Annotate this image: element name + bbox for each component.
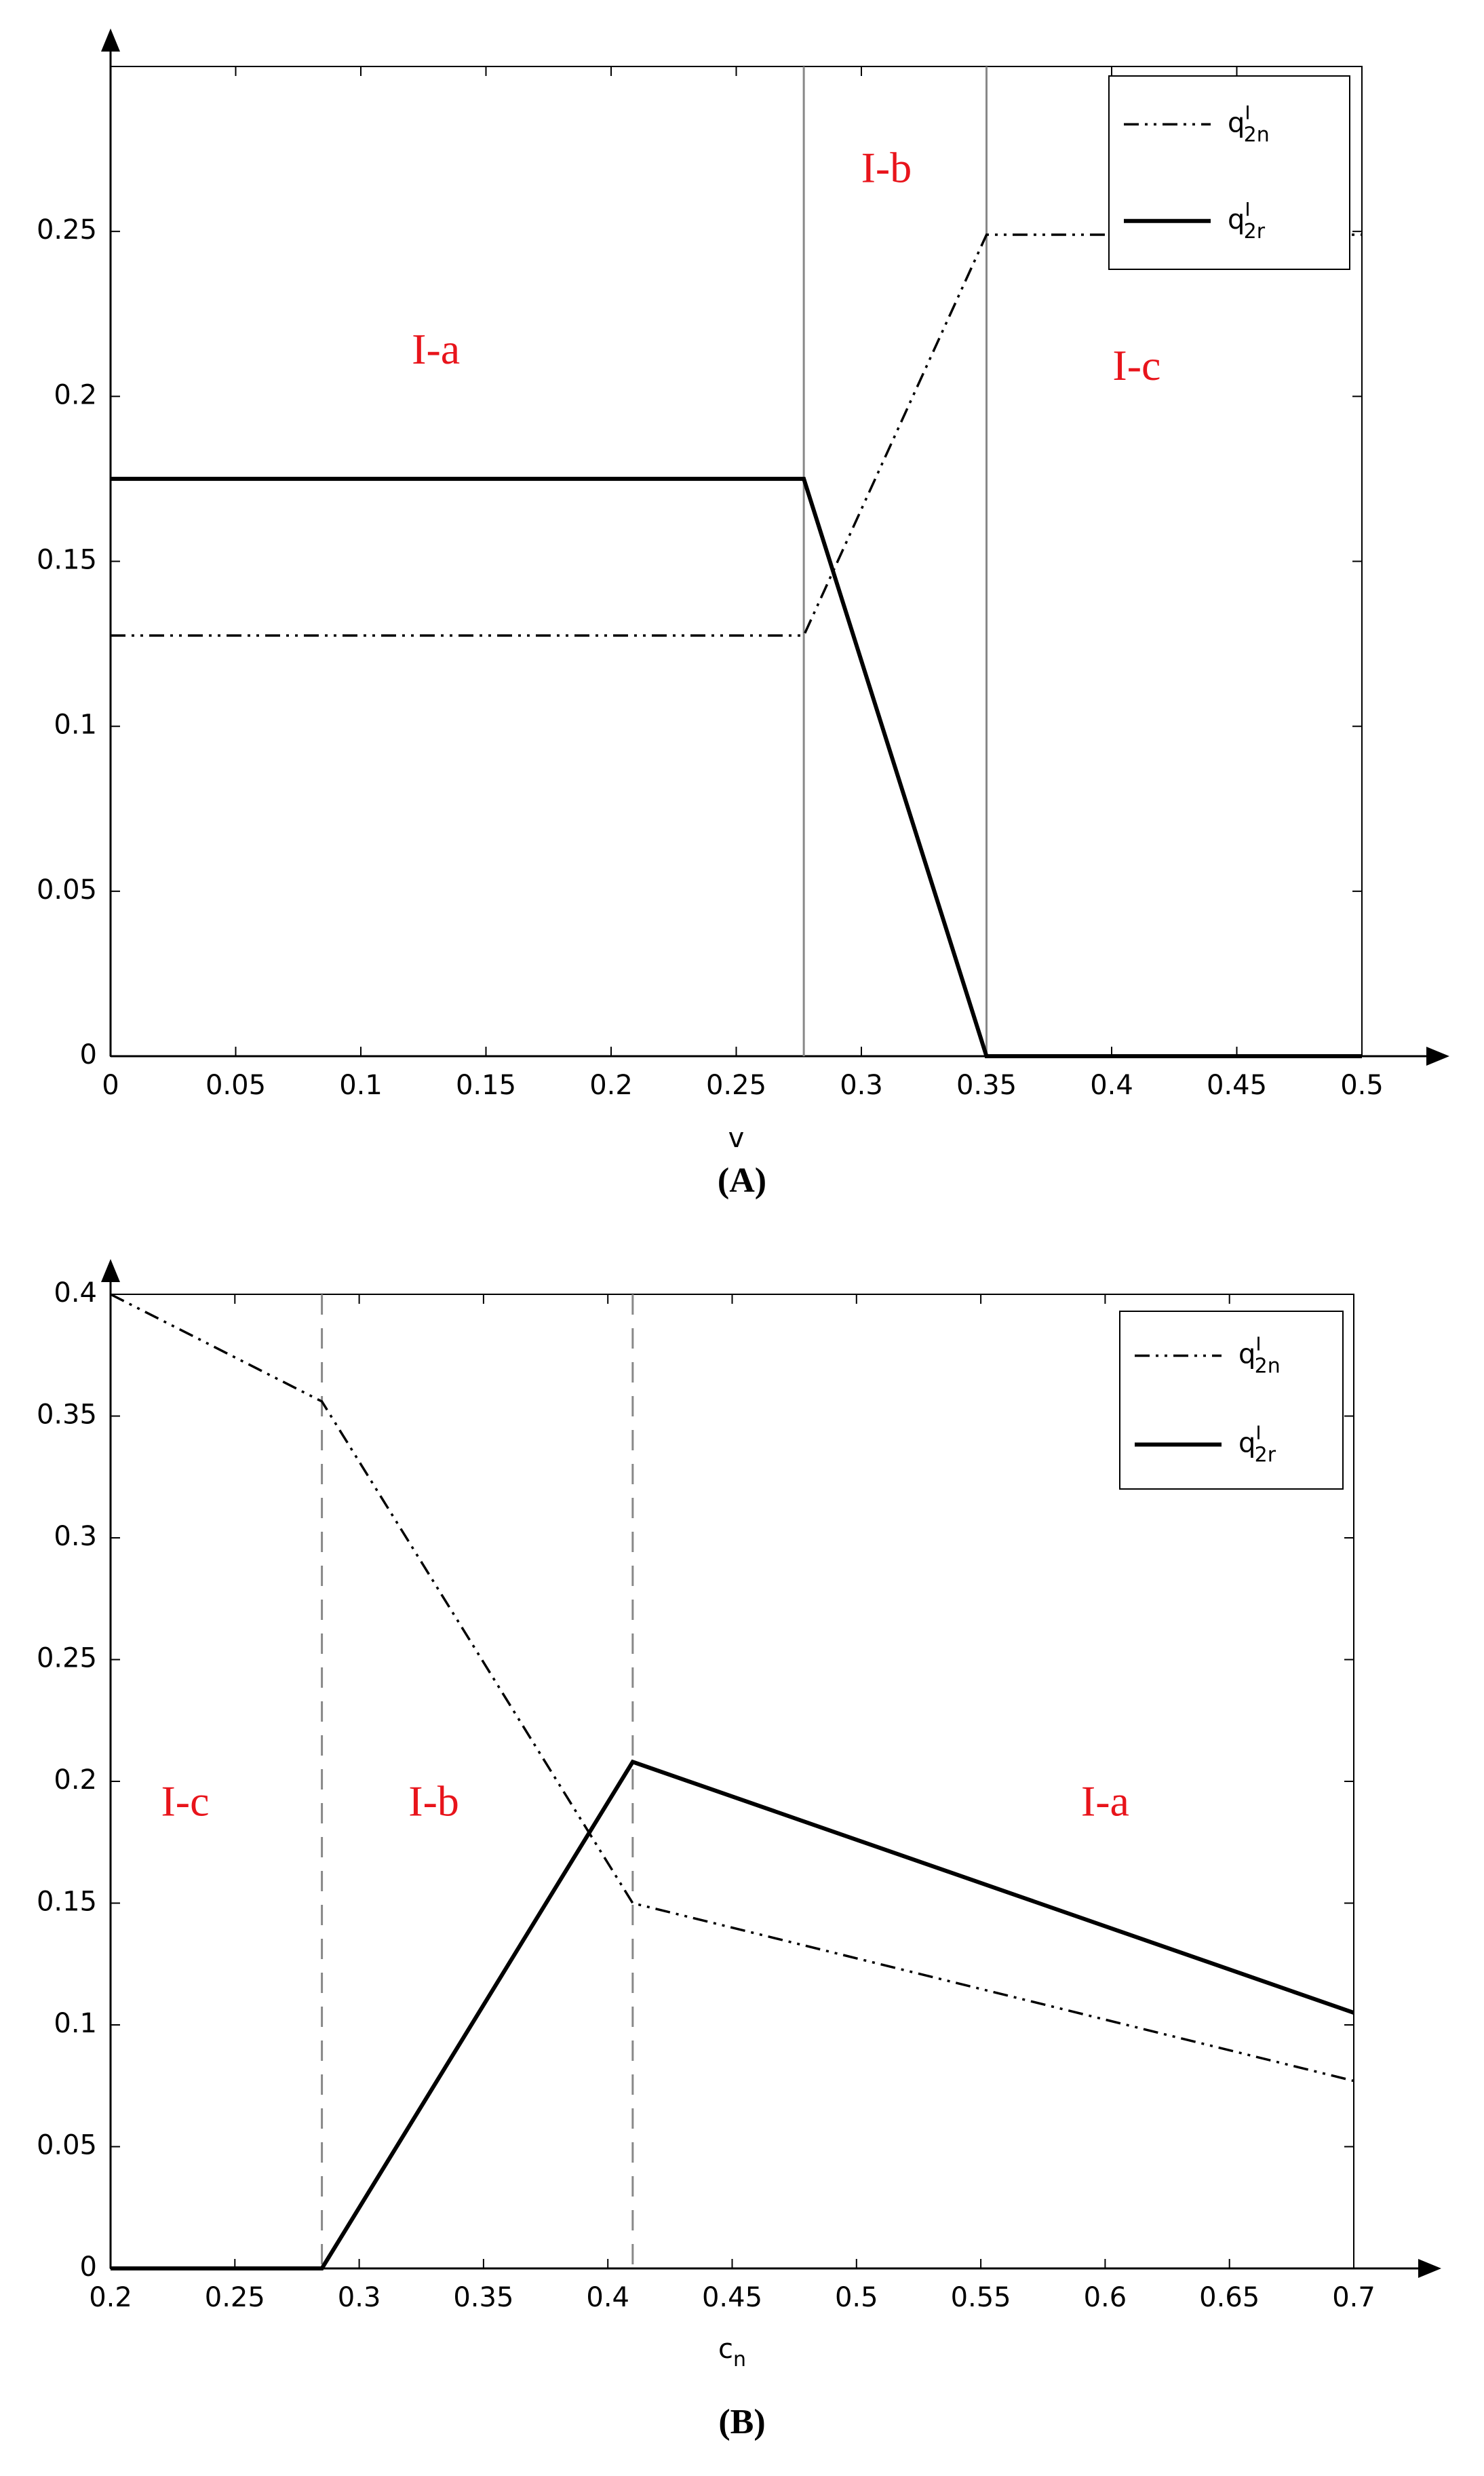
legend-superscript: I: [1245, 101, 1250, 123]
region-label: I-c: [1112, 341, 1160, 389]
region-label: I-b: [408, 1777, 459, 1825]
y-tick-label: 0.05: [37, 874, 97, 906]
x-tick-label: 0.5: [1340, 1070, 1384, 1101]
y-arrow: [101, 28, 120, 52]
y-tick-label: 0.3: [54, 1521, 97, 1552]
series-line: [111, 476, 1362, 1058]
x-tick-label: 0.65: [1199, 2282, 1260, 2313]
x-tick-label: 0.35: [956, 1070, 1017, 1101]
x-arrow: [1426, 1047, 1449, 1066]
y-tick-label: 0.35: [37, 1399, 97, 1431]
x-tick-label: 0.4: [586, 2282, 629, 2313]
region-label: I-c: [161, 1777, 209, 1825]
region-label: I-a: [412, 325, 460, 373]
caption: (B): [718, 2403, 765, 2441]
region-label: I-b: [861, 143, 912, 191]
x-tick-label: 0.2: [89, 2282, 132, 2313]
x-tick-label: 0.45: [1207, 1070, 1267, 1101]
caption: (A): [718, 1161, 766, 1200]
legend-label: qI 2r: [1238, 1422, 1276, 1467]
legend-name: q: [1228, 107, 1245, 138]
x-tick-label: 0.1: [339, 1070, 383, 1101]
x-tick-label: 0: [102, 1070, 119, 1101]
legend-name: q: [1238, 1339, 1255, 1370]
legend-name: q: [1238, 1428, 1255, 1459]
legend-subscript: 2n: [1244, 123, 1270, 147]
y-tick-label: 0.1: [54, 2008, 97, 2039]
region-label: I-a: [1081, 1777, 1129, 1825]
x-tick-label: 0.25: [706, 1070, 766, 1101]
y-tick-label: 0.15: [37, 545, 97, 576]
x-axis-label: cn: [718, 2334, 746, 2372]
x-tick-label: 0.6: [1084, 2282, 1127, 2313]
y-tick-label: 0.4: [54, 1277, 97, 1309]
y-tick-label: 0.25: [37, 214, 97, 246]
y-tick-label: 0.2: [54, 379, 97, 410]
x-arrow: [1418, 2259, 1441, 2278]
y-arrow: [101, 1259, 120, 1282]
x-tick-label: 0.25: [205, 2282, 265, 2313]
legend-label: qI 2r: [1228, 198, 1266, 244]
x-axis-label-main: v: [728, 1123, 745, 1154]
x-axis-label-sub: n: [733, 2348, 746, 2372]
y-tick-label: 0: [80, 2251, 97, 2283]
x-tick-label: 0.3: [338, 2282, 381, 2313]
x-tick-label: 0.2: [589, 1070, 633, 1101]
legend-box: [1119, 1311, 1344, 1490]
y-tick-label: 0.15: [37, 1887, 97, 1918]
x-tick-label: 0.4: [1090, 1070, 1133, 1101]
x-tick-label: 0.15: [456, 1070, 516, 1101]
legend-subscript: 2r: [1244, 219, 1266, 243]
y-tick-label: 0.05: [37, 2130, 97, 2161]
x-tick-label: 0.35: [453, 2282, 513, 2313]
legend-superscript: I: [1255, 1422, 1261, 1444]
legend-subscript: 2n: [1255, 1354, 1281, 1378]
x-axis-label: v: [728, 1123, 745, 1154]
x-tick-label: 0.05: [206, 1070, 266, 1101]
series-line: [111, 1759, 1354, 2270]
series-line: [110, 1293, 1354, 2083]
legend-label: qI 2n: [1228, 101, 1270, 147]
y-tick-label: 0: [80, 1039, 97, 1070]
x-tick-label: 0.7: [1332, 2282, 1375, 2313]
legend-subscript: 2r: [1255, 1443, 1276, 1467]
y-tick-label: 0.25: [37, 1643, 97, 1674]
legend-superscript: I: [1245, 198, 1250, 220]
legend-label: qI 2n: [1238, 1333, 1281, 1378]
y-tick-label: 0.1: [54, 710, 97, 741]
legend-name: q: [1228, 204, 1245, 235]
x-axis-label-main: c: [718, 2334, 733, 2365]
legend-box: [1108, 75, 1350, 270]
x-tick-label: 0.55: [951, 2282, 1011, 2313]
legend-superscript: I: [1255, 1333, 1261, 1355]
x-tick-label: 0.5: [835, 2282, 878, 2313]
x-tick-label: 0.3: [840, 1070, 883, 1101]
series-line: [111, 233, 1362, 637]
x-tick-label: 0.45: [702, 2282, 762, 2313]
y-tick-label: 0.2: [54, 1764, 97, 1796]
